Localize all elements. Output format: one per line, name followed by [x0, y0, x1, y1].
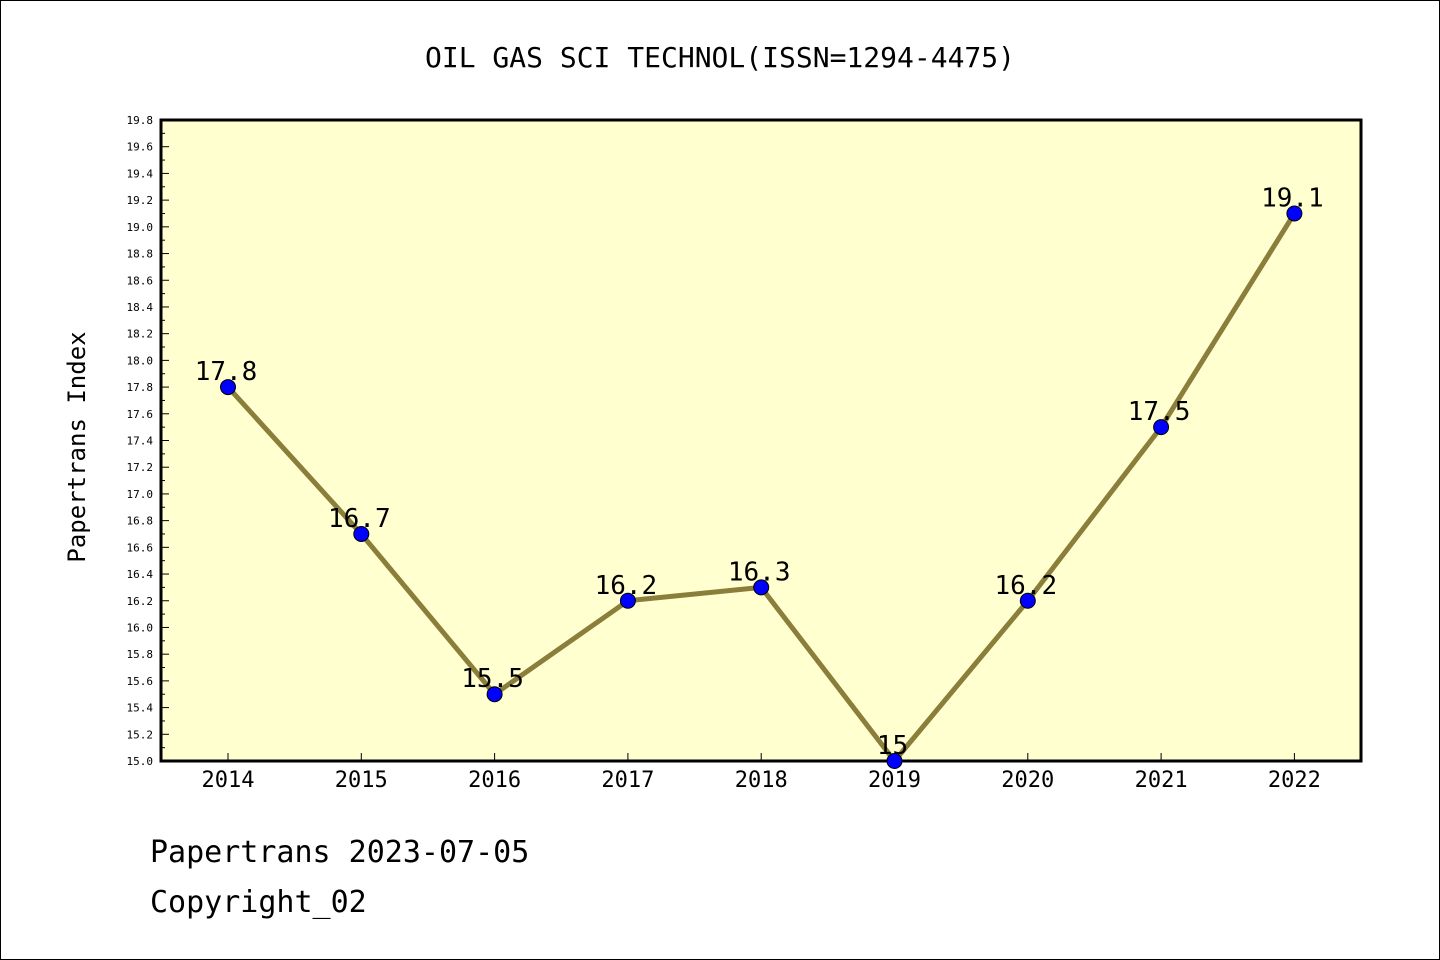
data-point [486, 686, 503, 703]
y-tick-label: 19.6 [127, 141, 154, 154]
y-tick-label: 16.0 [127, 621, 154, 634]
y-tick-label: 17.2 [127, 461, 154, 474]
x-tick-label: 2014 [202, 768, 255, 793]
data-label: 16.2 [595, 571, 658, 601]
series-line-group: 17.8 16.7 15.5 16.2 16.3 15 16.2 17.5 19.1 [195, 183, 1324, 769]
y-tick-label: 16.8 [127, 515, 154, 528]
plot-area [159, 118, 1363, 763]
y-tick-label: 15.6 [127, 675, 154, 688]
x-tick-label: 2021 [1135, 768, 1188, 793]
y-axis-label: Papertrans Index [63, 331, 91, 562]
y-tick-label: 18.6 [127, 274, 154, 287]
y-tick-label: 18.4 [127, 301, 154, 314]
x-tick-label: 2017 [601, 768, 654, 793]
data-label: 17.5 [1128, 397, 1191, 427]
y-tick-label: 19.4 [127, 167, 154, 180]
data-label: 19.1 [1261, 183, 1324, 213]
y-tick-label: 16.2 [127, 595, 154, 608]
y-tick-label: 18.8 [127, 248, 154, 261]
data-label: 17.8 [195, 357, 258, 387]
data-label: 16.7 [328, 504, 391, 534]
chart-title: OIL GAS SCI TECHNOL(ISSN=1294-4475) [425, 41, 1015, 74]
y-tick-label: 16.6 [127, 541, 154, 554]
y-tick-label: 15.0 [127, 755, 154, 768]
x-tick-label: 2015 [335, 768, 388, 793]
data-point [353, 525, 370, 542]
data-label: 16.2 [994, 571, 1057, 601]
data-point [753, 579, 770, 596]
y-tick-label: 15.8 [127, 648, 154, 661]
y-tick-label: 19.2 [127, 194, 154, 207]
data-point [220, 379, 236, 396]
x-tick-label: 2019 [868, 768, 921, 793]
y-tick-label: 16.4 [127, 568, 154, 581]
data-label: 15.5 [461, 664, 524, 694]
y-tick-label: 15.4 [127, 702, 154, 715]
y-tick-label: 19.0 [127, 221, 154, 234]
y-tick-label: 19.8 [127, 114, 154, 127]
data-point [619, 592, 636, 609]
y-tick-label: 17.4 [127, 435, 154, 448]
data-point [886, 753, 903, 769]
y-tick-label: 18.2 [127, 328, 154, 341]
data-label: 16.3 [728, 557, 791, 587]
y-tick-label: 17.8 [127, 381, 154, 394]
footer-date: Papertrans 2023-07-05 [150, 835, 530, 870]
data-point [1019, 592, 1036, 609]
data-point [1286, 205, 1303, 222]
y-tick-label: 18.0 [127, 354, 154, 367]
y-tick-label: 15.2 [127, 728, 154, 741]
y-tick-label: 17.6 [127, 408, 154, 421]
data-point [1153, 419, 1170, 436]
x-tick-label: 2022 [1268, 768, 1321, 793]
x-axis: 2014 2015 2016 2017 2018 2019 2020 2021 2022 [202, 753, 1321, 793]
y-axis: 15.0 15.2 15.4 15.6 15.8 16.0 16.2 16.4 16.6 16.8… [127, 114, 169, 768]
footer-copyright: Copyright_02 [150, 885, 367, 920]
x-tick-label: 2016 [468, 768, 521, 793]
data-label: 15 [877, 731, 908, 761]
x-tick-label: 2018 [735, 768, 788, 793]
x-tick-label: 2020 [1001, 768, 1054, 793]
y-tick-label: 17.0 [127, 488, 154, 501]
